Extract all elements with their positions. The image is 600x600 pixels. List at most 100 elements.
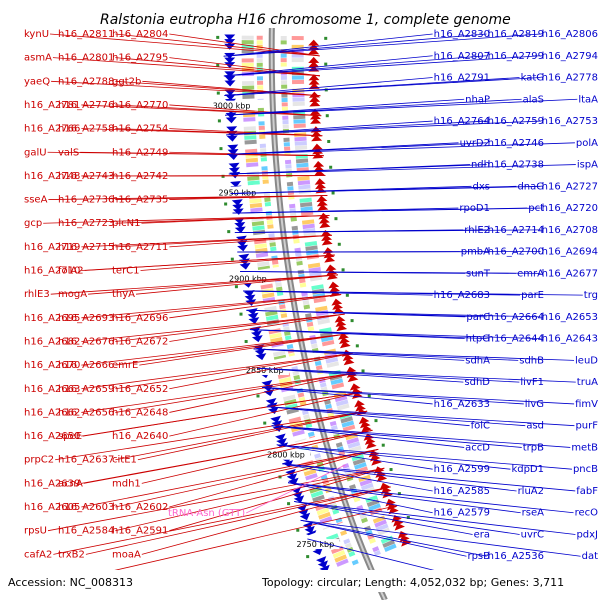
feature-block xyxy=(384,543,397,552)
leader-line xyxy=(253,348,575,361)
forward-gene-label: h16_A2806 xyxy=(542,29,598,40)
reverse-gene-label: h16_A2715 xyxy=(58,242,114,253)
reverse-gene-label: h16_A2663 xyxy=(24,384,80,395)
reverse-gene-label: h16_A2695 xyxy=(24,313,80,324)
reverse-gene-label: h16_A2754 xyxy=(112,124,168,135)
forward-gene-arrow xyxy=(299,512,311,521)
forward-gene-label: pct xyxy=(528,203,544,214)
reverse-gene-label: mogA xyxy=(58,289,87,300)
feature-block xyxy=(292,97,305,102)
leader-line xyxy=(271,425,465,448)
reverse-gene-arrow xyxy=(311,143,323,150)
leader-line xyxy=(169,33,320,57)
scale-dot xyxy=(324,36,328,40)
forward-gene-label: metB xyxy=(571,442,598,453)
forward-gene-label: ispA xyxy=(577,160,598,171)
forward-gene-arrow xyxy=(231,199,243,206)
forward-gene-arrow xyxy=(271,420,283,428)
reverse-gene-label: h16_A2723 xyxy=(58,218,114,229)
forward-gene-label: fimV xyxy=(575,399,598,410)
leader-line xyxy=(282,463,433,492)
feature-block xyxy=(250,207,263,213)
reverse-gene-label: h16_A2650 xyxy=(24,431,80,442)
feature-block xyxy=(344,542,352,549)
forward-gene-label: trpB xyxy=(523,442,544,453)
reverse-gene-arrow xyxy=(349,383,361,391)
feature-block xyxy=(268,328,281,335)
forward-gene-label: era xyxy=(474,529,490,540)
topology-text: Topology: circular; Length: 4,052,032 bp… xyxy=(261,576,564,589)
leader-line xyxy=(115,104,322,117)
leader-line xyxy=(266,406,575,427)
forward-gene-label: purF xyxy=(575,421,598,432)
forward-gene-label: h16_A2746 xyxy=(488,138,544,149)
feature-block xyxy=(331,382,345,390)
feature-block xyxy=(291,225,299,231)
reverse-gene-label: h16_A2710 xyxy=(24,266,80,277)
reverse-gene-label: h16_A2766 xyxy=(24,124,80,135)
feature-block xyxy=(295,252,302,257)
feature-block xyxy=(266,219,274,225)
reverse-gene-label: h16_A2742 xyxy=(112,171,168,182)
forward-gene-arrow xyxy=(246,308,258,315)
reverse-gene-label: thyA xyxy=(112,289,135,300)
scale-dot xyxy=(355,344,359,348)
feature-block xyxy=(282,394,296,402)
forward-gene-arrow xyxy=(286,473,298,481)
feature-block xyxy=(335,399,349,407)
feature-block xyxy=(280,62,287,67)
feature-block xyxy=(286,181,294,187)
feature-block xyxy=(315,305,328,312)
scale-dot xyxy=(239,312,243,316)
reverse-gene-arrow xyxy=(318,217,330,224)
reverse-gene-arrow xyxy=(309,95,321,103)
leader-line xyxy=(141,429,373,484)
feature-block xyxy=(299,278,306,284)
reverse-gene-arrow xyxy=(313,169,325,177)
reverse-gene-arrow xyxy=(321,238,333,246)
forward-gene-label: h16_A2633 xyxy=(434,399,490,410)
scale-dot xyxy=(263,421,267,425)
reverse-gene-arrow xyxy=(311,134,323,142)
feature-block xyxy=(257,261,270,267)
leader-line xyxy=(169,294,342,319)
forward-gene-arrow xyxy=(243,290,255,297)
reverse-gene-label: acnA xyxy=(58,478,83,489)
feature-block xyxy=(260,148,267,153)
scale-dot xyxy=(367,394,371,398)
forward-gene-arrow xyxy=(239,262,251,270)
reverse-gene-arrow xyxy=(354,400,365,408)
feature-block xyxy=(283,137,290,143)
reverse-gene-label: asmA xyxy=(24,53,52,64)
feature-block xyxy=(244,139,257,145)
scale-dot xyxy=(216,91,220,95)
leader-line xyxy=(84,254,335,271)
leader-line xyxy=(169,128,323,137)
feature-block xyxy=(342,463,350,469)
scale-dot xyxy=(350,319,354,323)
feature-block xyxy=(256,76,263,81)
forward-gene-label: h16_A2700 xyxy=(488,247,544,258)
reverse-gene-label: h16_A2758 xyxy=(58,124,114,135)
title-backdrop xyxy=(96,8,506,28)
feature-block xyxy=(281,80,288,85)
forward-gene-label: asd xyxy=(526,421,544,432)
leader-line xyxy=(169,372,358,413)
forward-strand-labels: h16_A2830h16_A2819h16_A2806h16_A2807h16_… xyxy=(434,29,599,584)
reverse-gene-label: citE1 xyxy=(112,455,137,466)
leader-line xyxy=(141,486,391,555)
feature-block xyxy=(271,259,279,265)
reverse-gene-arrow xyxy=(399,534,410,543)
reverse-gene-label: h16_A2743 xyxy=(58,171,114,182)
reverse-gene-arrow xyxy=(363,433,375,441)
feature-block xyxy=(314,453,321,459)
reverse-gene-label: h16_A2640 xyxy=(112,431,168,442)
scale-dot xyxy=(381,443,385,447)
feature-block xyxy=(334,395,348,403)
forward-gene-label: h16_A2753 xyxy=(542,116,598,127)
forward-gene-arrow xyxy=(254,348,266,356)
feature-block xyxy=(330,545,344,555)
reverse-gene-label: h16_A2795 xyxy=(112,53,168,64)
leader-line xyxy=(115,410,368,461)
